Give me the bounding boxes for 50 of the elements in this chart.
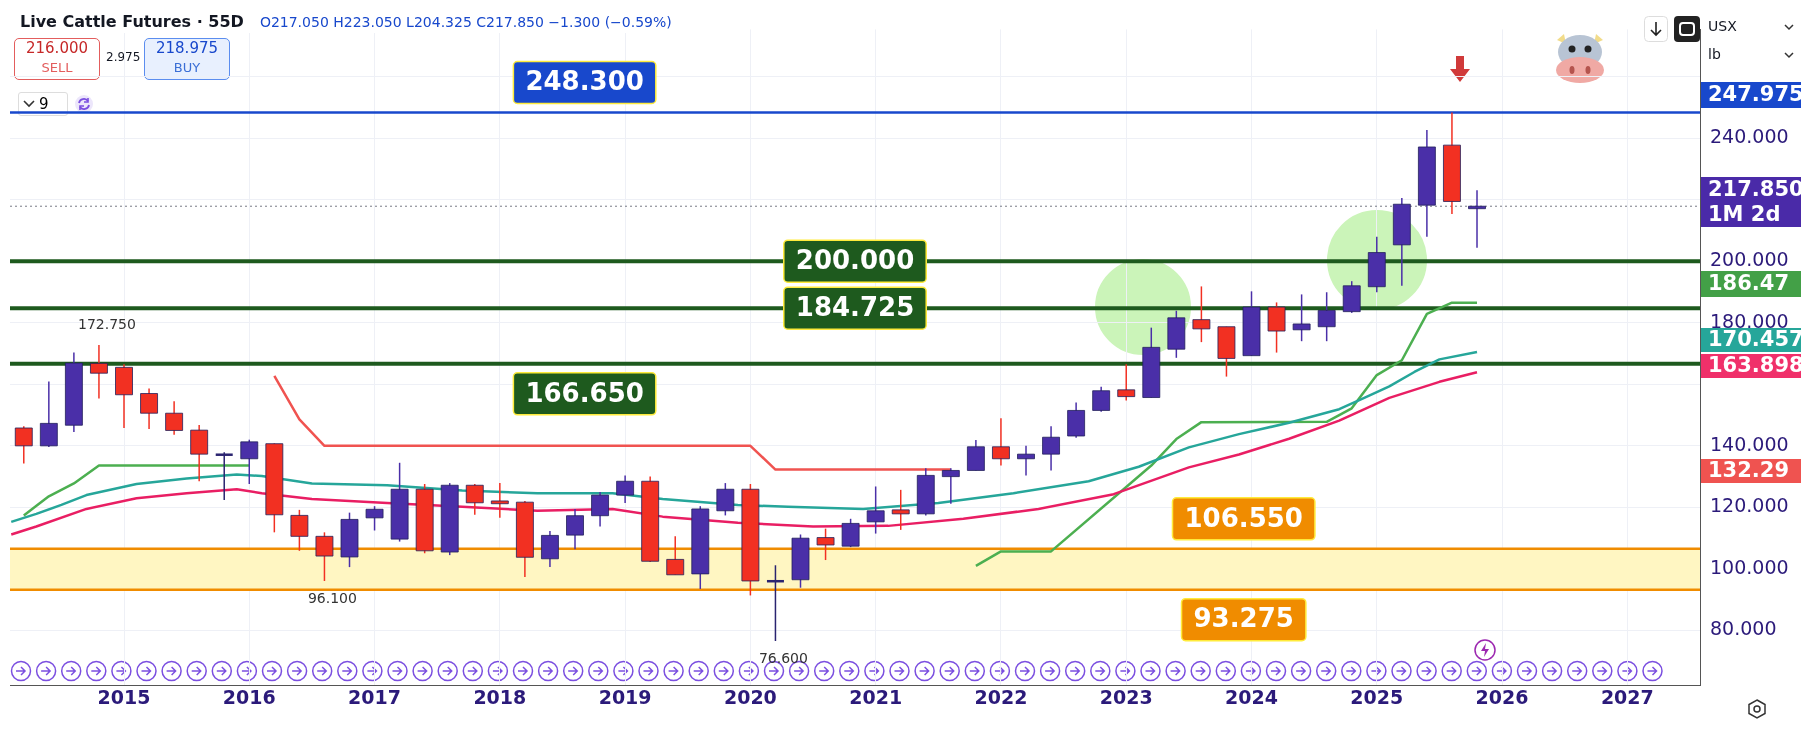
text: 132.29 [1708, 458, 1790, 483]
annotation: 2.975 [106, 50, 141, 64]
annotation: 9 [39, 95, 49, 113]
chart-title: Live Cattle Futures · 55D [20, 12, 244, 31]
annotation: 216.000 [25, 39, 89, 57]
ref-line-label: 166.650 [525, 377, 644, 408]
ref-line-label: 184.725 [795, 291, 915, 322]
x-tick-label: 2025 [1350, 686, 1404, 709]
candlestick [1092, 386, 1111, 413]
annotation: 76.600 [758, 649, 808, 666]
y-tick-label: 240.000 [1710, 124, 1789, 147]
x-tick-label: 2018 [473, 686, 527, 709]
x-tick-label: 2017 [348, 686, 401, 709]
text: USX [1708, 18, 1737, 34]
x-tick-label: 2016 [222, 686, 276, 709]
y-tick-label: 140.000 [1710, 432, 1789, 455]
ref-line-label: 93.275 [1193, 603, 1294, 634]
x-tick-label: 2015 [97, 686, 151, 709]
text: 217.850 [1708, 177, 1804, 202]
candlestick [566, 508, 584, 551]
ref-line-label: 106.550 [1184, 502, 1303, 533]
annotation: 172.750 [77, 315, 136, 332]
y-tick-label: 200.000 [1710, 248, 1789, 271]
chart-subtitle: O217.050 H223.050 L204.325 C217.850 −1.300 (−0.59%) [259, 14, 672, 30]
annotation: SELL [41, 60, 73, 75]
x-tick-label: 2027 [1600, 686, 1654, 709]
annotation: 218.975 [155, 39, 219, 57]
y-tick-label: 120.000 [1710, 494, 1789, 517]
ref-line-label: 200.000 [795, 244, 915, 275]
candlestick [140, 387, 158, 430]
text: 1M 2d [1708, 202, 1781, 227]
x-tick-label: 2021 [849, 686, 903, 709]
x-tick-label: 2022 [974, 686, 1028, 709]
text: lb [1708, 46, 1721, 62]
annotation: BUY [173, 60, 201, 75]
x-tick-label: 2024 [1225, 686, 1278, 709]
y-tick-label: 100.000 [1710, 555, 1789, 578]
annotation: 96.100 [307, 589, 357, 606]
x-tick-label: 2020 [723, 686, 777, 709]
text: 170.457 [1708, 327, 1804, 352]
x-tick-label: 2019 [598, 686, 652, 709]
candlestick [215, 451, 233, 501]
ref-line-label: 248.300 [525, 66, 644, 97]
text: 186.47 [1708, 271, 1790, 296]
x-tick-label: 2026 [1475, 686, 1529, 709]
candlestick [966, 439, 985, 472]
x-tick-label: 2023 [1099, 686, 1153, 709]
text: 247.975 [1708, 82, 1804, 107]
y-tick-label: 80.000 [1710, 617, 1777, 640]
text: 163.898 [1708, 353, 1804, 378]
